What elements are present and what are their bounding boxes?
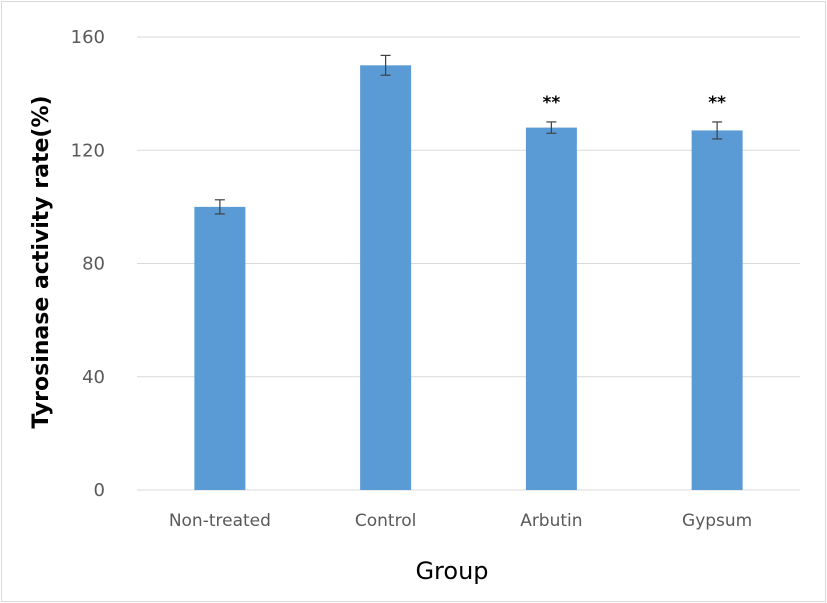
bars — [194, 65, 743, 490]
error-bar — [712, 121, 723, 140]
y-tick-label: 0 — [94, 480, 105, 501]
y-tick-labels: 0 40 80 120 160 — [71, 27, 105, 501]
significance-marker: ** — [542, 93, 560, 113]
gridlines — [137, 36, 800, 491]
x-tick-label: Non-treated — [169, 511, 271, 531]
y-tick-label: 160 — [71, 27, 105, 48]
bar-control — [360, 65, 412, 490]
y-tick-label: 80 — [82, 254, 105, 275]
error-bar — [546, 121, 557, 134]
significance-annotations: ** ** — [542, 93, 726, 113]
x-tick-label: Arbutin — [520, 511, 582, 531]
error-bar — [214, 199, 225, 215]
bar-non-treated — [194, 206, 246, 490]
x-tick-label: Control — [355, 511, 416, 531]
x-tick-label: Gypsum — [682, 511, 752, 531]
x-axis-label: Group — [415, 557, 488, 585]
bar-arbutin — [525, 127, 577, 490]
error-bar — [380, 54, 391, 76]
significance-marker: ** — [708, 93, 726, 113]
y-axis-label: Tyrosinase activity rate(%) — [29, 95, 54, 428]
y-tick-label: 40 — [82, 367, 105, 388]
bar-gypsum — [691, 130, 743, 490]
error-bars — [214, 54, 723, 215]
y-tick-label: 120 — [71, 140, 105, 161]
x-category-labels: Non-treated Control Arbutin Gypsum — [169, 511, 752, 531]
